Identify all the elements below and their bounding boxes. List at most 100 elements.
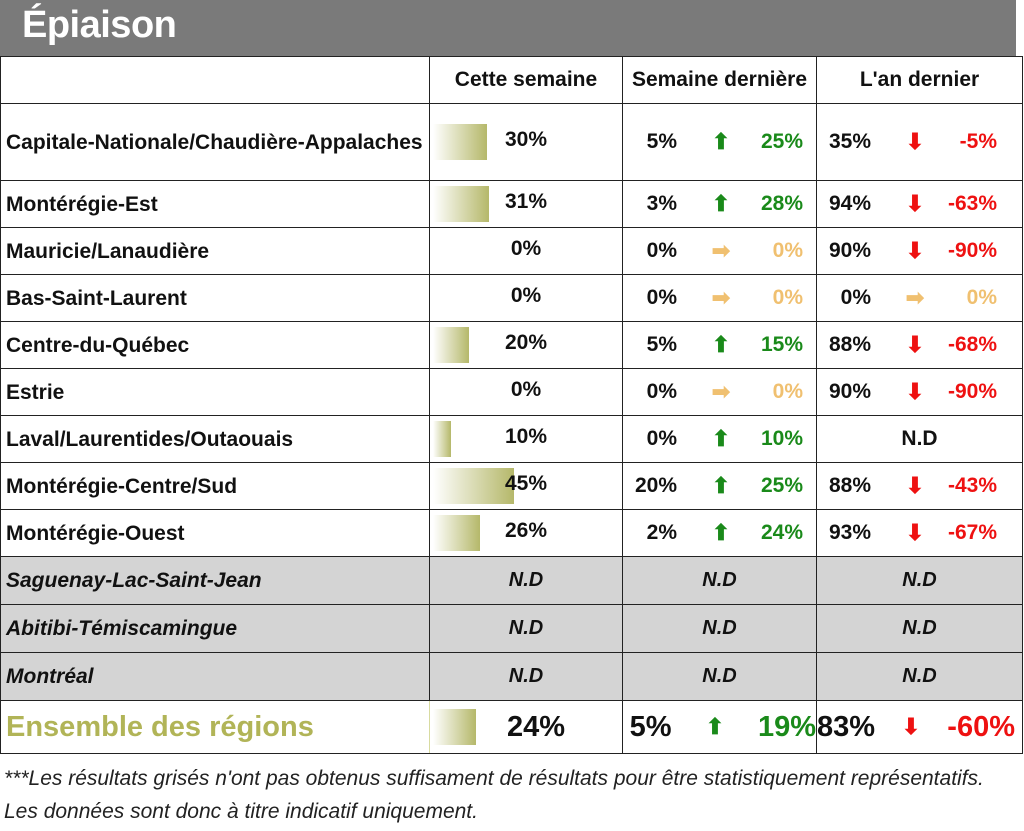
last-week-change: 15%	[760, 333, 803, 356]
arrow-up-icon: ⬆	[711, 520, 731, 545]
progress-bar	[433, 186, 489, 222]
last-year-value: N.D	[901, 427, 938, 450]
last-week-cell: 0% ➡ 0%	[622, 227, 817, 275]
header-last-week: Semaine dernière	[622, 56, 817, 104]
this-week-cell: N.D	[429, 556, 623, 605]
this-week-value: 26%	[504, 519, 548, 542]
last-year-change: -90%	[947, 239, 997, 262]
arrow-up-icon: ⬆	[711, 129, 731, 154]
table-row: Estrie 0% 0% ➡ 0% 90% ⬇ -90%	[0, 368, 1023, 416]
this-week-cell: N.D	[429, 652, 623, 701]
last-week-cell: 0% ⬆ 10%	[622, 415, 817, 463]
progress-bar	[433, 709, 477, 745]
last-year-cell: 83% ⬇ -60%	[816, 700, 1023, 754]
last-week-value: 0%	[646, 286, 677, 309]
this-week-value: 31%	[504, 190, 548, 213]
last-week-value: 20%	[634, 474, 677, 497]
arrow-up-icon: ⬆	[711, 332, 731, 357]
last-week-change: 0%	[772, 380, 803, 403]
last-week-value: 5%	[646, 333, 677, 356]
this-week-value: 10%	[504, 425, 548, 448]
total-label: Ensemble des régions	[0, 700, 430, 754]
last-year-cell: 88% ⬇ -43%	[816, 462, 1023, 510]
this-week-cell: 0%	[429, 368, 623, 416]
progress-bar	[433, 421, 451, 457]
this-week-value: N.D	[508, 617, 544, 639]
region-name: Montérégie-Est	[0, 180, 430, 228]
this-week-cell: 20%	[429, 321, 623, 369]
last-year-cell: 94% ⬇ -63%	[816, 180, 1023, 228]
arrow-flat-icon: ➡	[711, 238, 731, 263]
last-year-change: 0%	[966, 286, 997, 309]
region-name: Laval/Laurentides/Outaouais	[0, 415, 430, 463]
arrow-down-icon: ⬇	[905, 238, 925, 263]
arrow-down-icon: ⬇	[905, 473, 925, 498]
region-name: Montérégie-Centre/Sud	[0, 462, 430, 510]
last-week-change: 24%	[760, 521, 803, 544]
last-year-value: 88%	[828, 474, 871, 497]
last-week-change: 0%	[772, 286, 803, 309]
arrow-down-icon: ⬇	[905, 379, 925, 404]
arrow-flat-icon: ➡	[711, 285, 731, 310]
this-week-cell: 45%	[429, 462, 623, 510]
region-name: Montréal	[0, 652, 430, 701]
last-week-cell: 0% ➡ 0%	[622, 368, 817, 416]
footnote: ***Les résultats grisés n'ont pas obtenu…	[4, 767, 984, 823]
table-row-insufficient: Montréal N.D N.D N.D	[0, 652, 1023, 701]
last-week-cell: N.D	[622, 604, 817, 653]
progress-bar	[433, 327, 469, 363]
last-year-cell: N.D	[816, 652, 1023, 701]
arrow-flat-icon: ➡	[905, 285, 925, 310]
table-row-insufficient: Saguenay-Lac-Saint-Jean N.D N.D N.D	[0, 556, 1023, 605]
last-year-change: -67%	[947, 521, 997, 544]
progress-bar	[433, 468, 514, 504]
arrow-down-icon: ⬇	[905, 332, 925, 357]
table-row: Montérégie-Ouest 26% 2% ⬆ 24% 93% ⬇ -67%	[0, 509, 1023, 557]
last-year-value: 83%	[817, 710, 876, 743]
region-name: Abitibi-Témiscamingue	[0, 604, 430, 653]
this-week-value: 20%	[504, 331, 548, 354]
last-year-value: N.D	[902, 617, 937, 639]
last-week-cell: 5% ⬆ 19%	[622, 700, 817, 754]
last-week-value: 5%	[629, 710, 672, 743]
this-week-cell: 26%	[429, 509, 623, 557]
last-year-change: -60%	[947, 710, 1015, 743]
table-row: Centre-du-Québec 20% 5% ⬆ 15% 88% ⬇ -68%	[0, 321, 1023, 369]
region-name: Centre-du-Québec	[0, 321, 430, 369]
region-name: Montérégie-Ouest	[0, 509, 430, 557]
last-year-value: 90%	[828, 239, 871, 262]
arrow-up-icon: ⬆	[711, 191, 731, 216]
progress-bar	[433, 515, 480, 551]
this-week-value: N.D	[508, 665, 544, 687]
last-week-value: N.D	[702, 569, 737, 591]
last-year-change: -63%	[947, 192, 997, 215]
last-week-change: 10%	[760, 427, 803, 450]
results-table: Cette semaine Semaine dernière L'an dern…	[0, 56, 1023, 754]
table-body: Capitale-Nationale/Chaudière-Appalaches 3…	[0, 103, 1023, 754]
arrow-down-icon: ⬇	[905, 520, 925, 545]
table-row: Mauricie/Lanaudière 0% 0% ➡ 0% 90% ⬇ -90%	[0, 227, 1023, 275]
last-week-change: 25%	[760, 474, 803, 497]
last-week-value: 0%	[646, 427, 677, 450]
last-year-value: 0%	[840, 286, 871, 309]
this-week-cell: 31%	[429, 180, 623, 228]
region-name: Bas-Saint-Laurent	[0, 274, 430, 322]
header-region	[0, 56, 430, 104]
last-year-change: -5%	[959, 130, 997, 153]
this-week-cell: 24%	[429, 700, 623, 754]
last-year-cell: 88% ⬇ -68%	[816, 321, 1023, 369]
table-row: Montérégie-Est 31% 3% ⬆ 28% 94% ⬇ -63%	[0, 180, 1023, 228]
last-week-cell: 2% ⬆ 24%	[622, 509, 817, 557]
this-week-value: 0%	[510, 237, 542, 260]
progress-bar	[433, 124, 487, 160]
region-name: Capitale-Nationale/Chaudière-Appalaches	[0, 103, 430, 181]
total-row: Ensemble des régions 24% 5% ⬆ 19% 83% ⬇ -60%	[0, 700, 1023, 754]
region-name: Saguenay-Lac-Saint-Jean	[0, 556, 430, 605]
last-year-value: 90%	[828, 380, 871, 403]
this-week-cell: 10%	[429, 415, 623, 463]
last-year-cell: 35% ⬇ -5%	[816, 103, 1023, 181]
region-name: Estrie	[0, 368, 430, 416]
last-year-cell: N.D	[816, 556, 1023, 605]
last-week-cell: 5% ⬆ 15%	[622, 321, 817, 369]
this-week-value: 24%	[506, 711, 566, 743]
